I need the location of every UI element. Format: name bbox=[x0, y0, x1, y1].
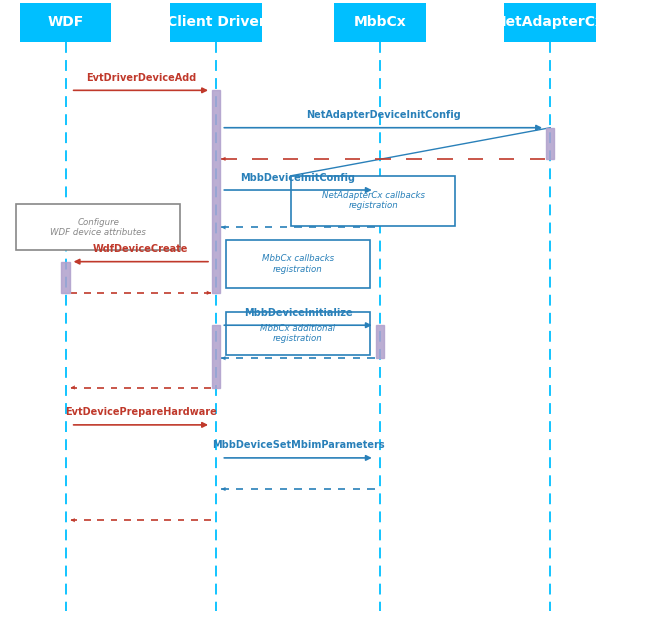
Text: MbbDeviceInitialize: MbbDeviceInitialize bbox=[244, 308, 352, 318]
Text: MbbCx additional
registration: MbbCx additional registration bbox=[261, 323, 335, 343]
Text: EvtDevicePrepareHardware: EvtDevicePrepareHardware bbox=[65, 407, 217, 417]
FancyBboxPatch shape bbox=[504, 3, 596, 42]
FancyBboxPatch shape bbox=[546, 128, 554, 159]
Text: Configure
WDF device attributes: Configure WDF device attributes bbox=[50, 217, 146, 237]
FancyBboxPatch shape bbox=[170, 3, 262, 42]
FancyBboxPatch shape bbox=[226, 240, 370, 288]
Text: NetAdapterDeviceInitConfig: NetAdapterDeviceInitConfig bbox=[306, 110, 460, 120]
Text: Client Driver: Client Driver bbox=[167, 16, 265, 29]
FancyBboxPatch shape bbox=[212, 90, 220, 293]
FancyBboxPatch shape bbox=[291, 176, 455, 226]
Text: MbbCx callbacks
registration: MbbCx callbacks registration bbox=[262, 254, 334, 273]
FancyBboxPatch shape bbox=[16, 204, 180, 250]
Text: MbbDeviceSetMbimParameters: MbbDeviceSetMbimParameters bbox=[212, 440, 384, 450]
Text: NetAdapterCx: NetAdapterCx bbox=[495, 16, 605, 29]
FancyBboxPatch shape bbox=[334, 3, 426, 42]
FancyBboxPatch shape bbox=[62, 262, 69, 293]
FancyBboxPatch shape bbox=[376, 325, 384, 358]
Text: MbbDeviceInitConfig: MbbDeviceInitConfig bbox=[240, 173, 356, 183]
Text: MbbCx: MbbCx bbox=[354, 16, 406, 29]
FancyBboxPatch shape bbox=[212, 325, 220, 388]
FancyBboxPatch shape bbox=[20, 3, 111, 42]
Text: WdfDeviceCreate: WdfDeviceCreate bbox=[93, 244, 189, 254]
Text: WDF: WDF bbox=[47, 16, 84, 29]
FancyBboxPatch shape bbox=[226, 312, 370, 355]
Text: EvtDriverDeviceAdd: EvtDriverDeviceAdd bbox=[86, 73, 196, 83]
Text: NetAdapterCx callbacks
registration: NetAdapterCx callbacks registration bbox=[322, 191, 425, 211]
